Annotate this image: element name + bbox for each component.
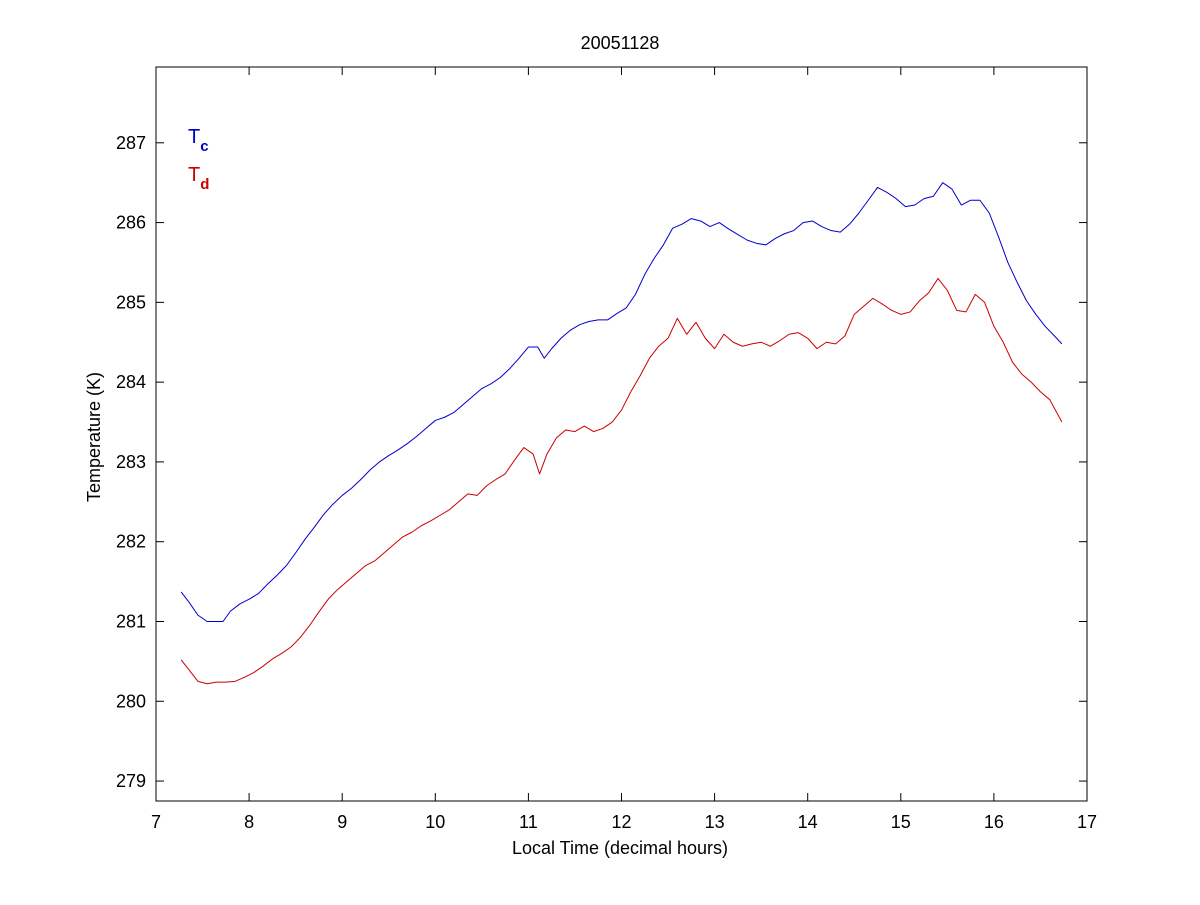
legend-name: T [188,126,200,148]
x-tick-label: 8 [244,812,254,832]
y-tick-label: 286 [116,213,146,233]
x-tick-label: 12 [611,812,631,832]
legend-name: T [188,164,200,186]
x-tick-label: 15 [891,812,911,832]
x-tick-label: 17 [1077,812,1097,832]
series-line-T-d [180,277,1063,685]
x-axis-label: Local Time (decimal hours) [512,838,728,858]
axis-ticks: 7 8 9 10 11 12 13 14 15 16 17 279 280 281 282 283 284 285… [116,67,1097,832]
x-tick-label: 7 [151,812,161,832]
y-tick-label: 279 [116,771,146,791]
plot-area [155,66,1088,802]
series-line-T-c [180,182,1063,622]
x-tick-label: 14 [798,812,818,832]
y-axis-label: Temperature (K) [84,372,104,502]
y-tick-label: 285 [116,292,146,312]
y-tick-label: 283 [116,452,146,472]
x-tick-label: 16 [984,812,1004,832]
legend-entry-T-c: Tc [188,126,209,155]
y-tick-label: 287 [116,133,146,153]
x-tick-label: 10 [425,812,445,832]
x-tick-label: 9 [337,812,347,832]
series-layer [180,182,1063,685]
x-tick-label: 11 [519,812,538,832]
y-tick-label: 281 [116,611,146,631]
y-tick-label: 284 [116,372,146,392]
x-tick-label: 13 [705,812,725,832]
legend-subscript: c [200,138,208,155]
legend-subscript: d [200,176,209,193]
y-tick-label: 282 [116,532,146,552]
y-tick-label: 280 [116,691,146,711]
chart-title: 20051128 [581,33,660,53]
legend-entry-T-d: Td [188,164,209,193]
